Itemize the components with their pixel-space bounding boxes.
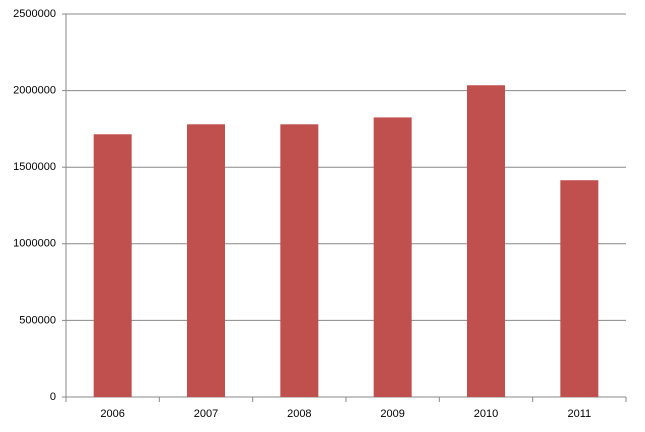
bar (93, 134, 132, 397)
y-tick-label: 0 (50, 391, 56, 403)
y-tick-label: 500000 (19, 314, 56, 326)
x-tick-label: 2008 (287, 408, 311, 420)
x-tick-label: 2010 (474, 408, 498, 420)
y-tick-label: 1500000 (13, 161, 56, 173)
bar (560, 180, 599, 397)
y-tick-label: 2500000 (13, 8, 56, 20)
x-tick-label: 2006 (100, 408, 124, 420)
x-tick-label: 2007 (194, 408, 218, 420)
y-tick-label: 2000000 (13, 85, 56, 97)
bar (373, 117, 412, 397)
x-tick-label: 2011 (568, 408, 592, 420)
bar (467, 85, 505, 397)
bar (280, 124, 319, 397)
x-tick-label: 2009 (380, 408, 404, 420)
y-tick-label: 1000000 (13, 238, 56, 250)
bar (187, 124, 225, 397)
